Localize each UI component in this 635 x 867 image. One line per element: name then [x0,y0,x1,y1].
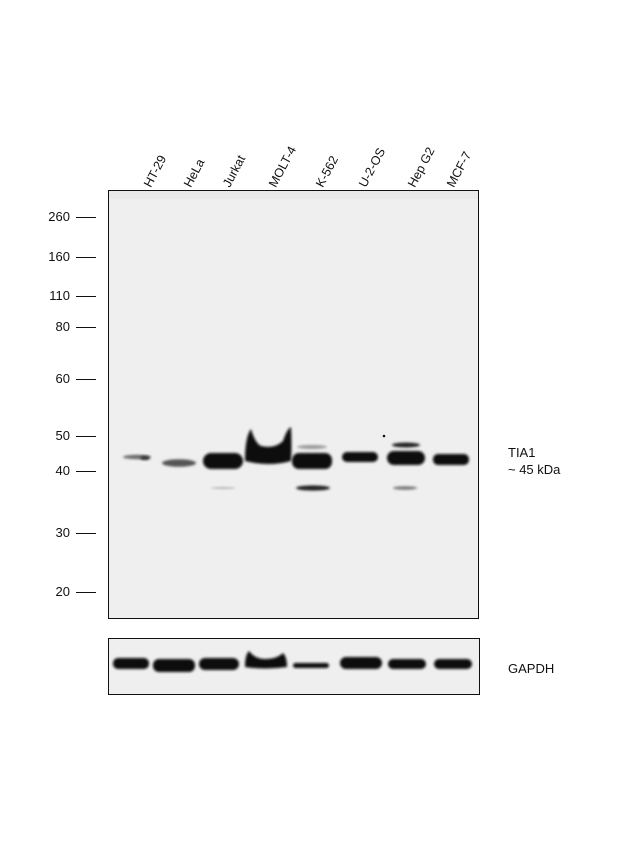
band-hepg2-upper [392,442,420,448]
gapdh-band-k562 [293,663,329,668]
lane-label-ht29: HT-29 [141,152,170,190]
lane-label-molt4: MOLT-4 [266,143,300,190]
gapdh-band-mcf7 [434,659,472,669]
mw-marker-60: 60 [55,371,70,386]
band-k562-upper [297,445,327,449]
lane-label-hepg2: Hep G2 [405,144,438,190]
lane-label-k562: K-562 [313,153,342,190]
mw-tick-110 [76,296,96,297]
lane-label-jurkat: Jurkat [220,152,249,190]
gapdh-band-hepg2 [388,659,426,669]
mw-tick-260 [76,217,96,218]
mw-tick-160 [76,257,96,258]
mw-marker-50: 50 [55,428,70,443]
lane-label-hela: HeLa [181,156,208,190]
target-label: TIA1 ~ 45 kDa [508,444,560,478]
band-mcf7 [433,454,469,465]
gapdh-blot-bands [113,651,472,672]
mw-marker-40: 40 [55,463,70,478]
mw-marker-160: 160 [48,249,70,264]
target-name: TIA1 [508,445,536,460]
mw-tick-50 [76,436,96,437]
band-jurkat [203,453,243,469]
gapdh-band-jurkat [199,658,239,670]
lane-label-u2os: U-2-OS [356,145,389,190]
main-blot-panel [108,190,479,619]
band-u2os [342,452,378,462]
gapdh-blot-panel [108,638,480,695]
mw-tick-40 [76,471,96,472]
gapdh-label: GAPDH [508,661,555,676]
band-molt4 [245,427,292,464]
band-k562-lower [296,485,330,491]
gapdh-band-hela [153,659,195,672]
band-jurkat-lower [211,486,235,490]
mw-marker-20: 20 [55,584,70,599]
mw-tick-60 [76,379,96,380]
mw-marker-260: 260 [48,209,70,224]
gapdh-band-u2os [340,657,382,669]
mw-tick-30 [76,533,96,534]
band-k562 [292,453,332,469]
mw-marker-30: 30 [55,525,70,540]
target-size: ~ 45 kDa [508,462,561,477]
mw-marker-80: 80 [55,319,70,334]
mw-tick-20 [76,592,96,593]
mw-marker-110: 110 [49,288,70,303]
band-hepg2 [387,451,425,465]
main-blot-bands [109,191,478,491]
dust-speck [382,434,386,438]
band-ht29-core [140,456,150,460]
top-smear [109,191,478,199]
lane-label-mcf7: MCF-7 [444,149,475,190]
band-hela [162,459,196,467]
gapdh-band-molt4 [245,651,287,669]
band-hepg2-lower [393,486,417,490]
gapdh-band-ht29 [113,658,149,669]
mw-tick-80 [76,327,96,328]
